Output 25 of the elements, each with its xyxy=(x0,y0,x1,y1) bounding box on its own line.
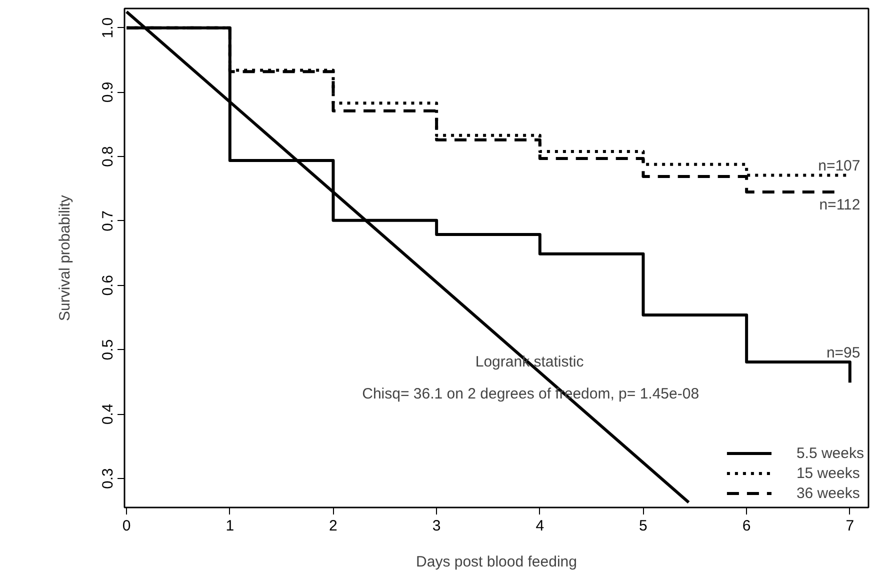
y-tick-label: 0.4 xyxy=(100,404,116,425)
x-axis-title: Days post blood feeding xyxy=(416,554,577,570)
annotation: Logrank statistic xyxy=(475,353,584,370)
legend-label: 5.5 weeks xyxy=(796,444,864,462)
x-tick-label: 6 xyxy=(742,518,751,534)
legend-label: 15 weeks xyxy=(796,464,860,482)
y-tick-label: 0.6 xyxy=(100,274,116,296)
y-tick-label: 0.9 xyxy=(100,82,116,103)
y-tick-label: 0.7 xyxy=(100,210,116,232)
y-tick-label: 0.5 xyxy=(100,339,116,360)
x-tick-label: 4 xyxy=(536,518,544,534)
y-axis-title: Survival probability xyxy=(56,194,74,321)
y-tick-label: 0.8 xyxy=(100,146,116,168)
annotation: n=107 xyxy=(818,158,860,175)
x-tick-label: 5 xyxy=(639,518,648,534)
annotation: n=95 xyxy=(826,344,860,362)
x-tick-label: 7 xyxy=(846,518,854,534)
y-tick-label: 0.3 xyxy=(100,468,116,489)
x-tick-label: 0 xyxy=(122,518,131,534)
x-tick-label: 3 xyxy=(432,518,441,534)
x-tick-label: 2 xyxy=(329,518,338,534)
legend-label: 36 weeks xyxy=(796,484,860,502)
annotation: n=112 xyxy=(819,196,860,214)
x-tick-label: 1 xyxy=(226,518,234,534)
y-tick-label: 1.0 xyxy=(100,17,116,38)
